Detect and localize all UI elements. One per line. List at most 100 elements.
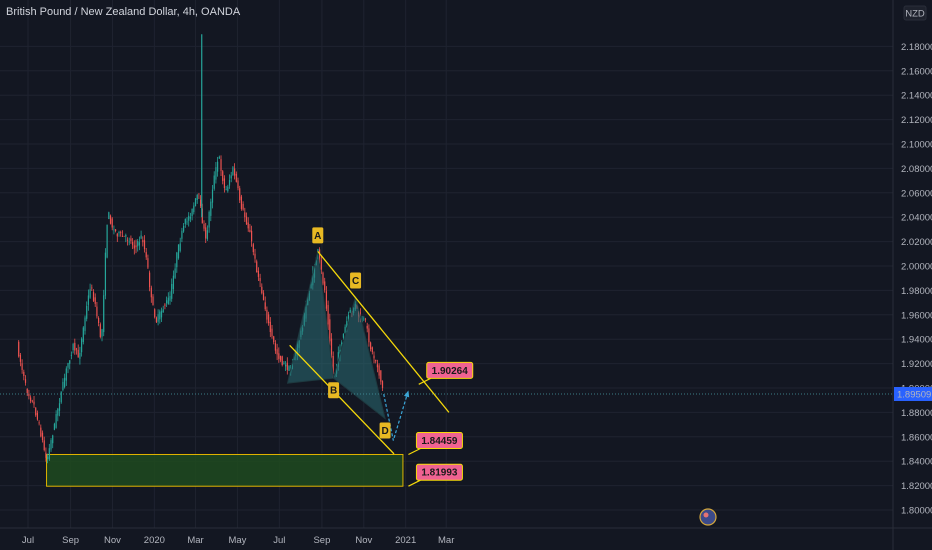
x-tick-label: Nov <box>355 535 372 546</box>
candle-body <box>257 270 260 277</box>
y-tick-label: 1.88000 <box>901 408 932 419</box>
candle-body <box>220 159 222 171</box>
candle-body <box>31 400 33 402</box>
candle-body <box>48 448 50 460</box>
candle-body <box>137 241 139 247</box>
candle-body <box>160 311 163 318</box>
candle-body <box>45 452 47 458</box>
candle-body <box>174 268 176 278</box>
candle-body <box>19 355 22 362</box>
candle-body <box>130 238 132 241</box>
x-tick-label: 2020 <box>144 535 165 546</box>
candle-body <box>264 302 266 310</box>
candle-body <box>167 297 169 305</box>
pattern-label-a-box <box>312 227 324 244</box>
candle-body <box>235 173 237 182</box>
y-tick-label: 1.96000 <box>901 310 932 321</box>
candle-body <box>26 388 28 393</box>
candle-body <box>166 300 168 304</box>
channel-upper-line <box>317 250 450 413</box>
price-callout-box <box>415 431 463 449</box>
candle-body <box>115 229 117 232</box>
candle-body <box>239 188 241 201</box>
candle-body <box>375 359 377 362</box>
candle-body <box>169 296 171 301</box>
candle-body <box>349 309 351 313</box>
candle-body <box>245 216 248 225</box>
candle-body <box>205 227 207 239</box>
pattern-label-b-box <box>328 382 340 399</box>
x-tick-label: Mar <box>438 535 454 546</box>
candle-body <box>191 208 193 216</box>
candle-body <box>143 240 146 250</box>
projection-path <box>383 390 410 441</box>
x-tick-label: 2021 <box>395 535 416 546</box>
candle-body <box>381 381 384 388</box>
candle-body <box>288 366 290 371</box>
candle-body <box>324 281 326 291</box>
candle-body <box>371 347 373 352</box>
y-tick-label: 2.12000 <box>901 115 932 126</box>
y-tick-label: 2.16000 <box>901 66 932 77</box>
harmonic-triangle-bcd <box>333 296 386 420</box>
candle-body <box>252 244 254 253</box>
pattern-label-b: B <box>330 386 337 397</box>
channel-lower-line <box>289 344 395 455</box>
candle-body <box>35 407 37 416</box>
pattern-label-a: A <box>314 231 321 242</box>
candle-body <box>344 326 346 334</box>
candle-body <box>278 353 280 359</box>
candle-body <box>189 217 192 219</box>
candle-body <box>87 295 90 305</box>
y-tick-label: 2.04000 <box>901 213 932 224</box>
candle-body <box>176 252 178 268</box>
candle-body <box>279 355 282 361</box>
candle-body <box>322 272 324 284</box>
y-tick-label: 1.80000 <box>901 506 932 517</box>
candle-body <box>154 309 156 318</box>
pattern-label-c-box <box>350 272 362 289</box>
candle-body <box>69 360 71 364</box>
candle-body <box>368 328 370 343</box>
candle-body <box>70 354 73 356</box>
candle-body <box>109 215 112 224</box>
candle-body <box>286 362 288 370</box>
candle-body <box>251 230 253 242</box>
candle-body <box>341 342 343 345</box>
candle-body <box>211 189 214 203</box>
candle-body <box>347 315 350 319</box>
candle-body <box>121 236 124 237</box>
candle-body <box>215 167 217 180</box>
price-callout-box <box>415 463 463 481</box>
price-callout-text: 1.81993 <box>421 468 458 479</box>
y-tick-label: 2.08000 <box>901 164 932 175</box>
candle-body <box>373 355 375 359</box>
candle-body <box>261 286 263 294</box>
publisher-logo-dot <box>703 512 709 518</box>
candle-body <box>23 371 25 377</box>
candle-body <box>101 329 103 337</box>
candle-body <box>104 252 107 296</box>
candle-body <box>222 171 224 181</box>
candle-body <box>274 343 277 351</box>
candle-body <box>50 440 52 450</box>
candle-body <box>363 318 365 320</box>
candle-body <box>327 305 329 325</box>
candle-body <box>152 296 154 306</box>
x-tick-label: May <box>228 535 246 546</box>
candle-body <box>206 230 209 239</box>
candle-body <box>380 370 382 382</box>
candle-body <box>98 317 100 323</box>
candle-body <box>84 317 86 331</box>
candle-body <box>208 211 210 228</box>
candle-body <box>74 342 76 351</box>
candle-body <box>33 401 35 405</box>
candle-body <box>41 432 44 441</box>
candle-body <box>132 242 134 246</box>
candle-body <box>24 379 27 383</box>
candle-body <box>150 287 152 298</box>
candle-body <box>155 317 158 323</box>
candle-body <box>329 319 331 342</box>
